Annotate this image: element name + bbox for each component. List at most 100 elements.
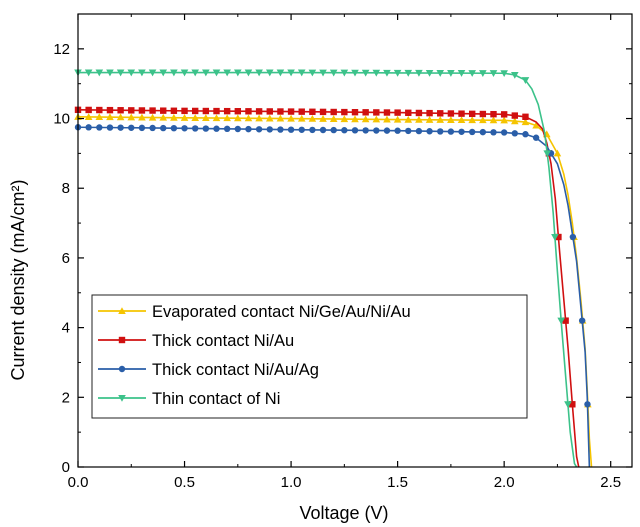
- data-point: [96, 124, 103, 131]
- data-point: [341, 108, 348, 116]
- data-point: [569, 401, 576, 408]
- data-point: [479, 128, 487, 136]
- legend-entry: Thick contact Ni/Au/Ag: [98, 361, 319, 379]
- data-point: [234, 108, 242, 115]
- data-point: [361, 115, 370, 123]
- data-point: [223, 114, 231, 122]
- data-point: [500, 129, 508, 136]
- data-point: [85, 106, 92, 114]
- data-point: [277, 126, 284, 133]
- data-point: [212, 69, 221, 77]
- data-point: [436, 69, 445, 77]
- data-point: [362, 127, 369, 134]
- x-tick-label: 1.0: [281, 474, 302, 491]
- data-point: [557, 317, 565, 325]
- data-point: [500, 111, 508, 118]
- y-tick-label: 4: [62, 320, 70, 337]
- data-point: [330, 108, 337, 116]
- data-point: [287, 126, 295, 133]
- data-point: [404, 69, 413, 77]
- data-point: [532, 134, 540, 141]
- data-point: [341, 127, 348, 134]
- data-point: [309, 108, 316, 115]
- data-point: [287, 69, 295, 77]
- data-point: [202, 125, 210, 132]
- data-point: [351, 69, 359, 77]
- y-axis-title: Current density (mA/cm²): [8, 179, 28, 380]
- x-tick-label: 2.0: [494, 474, 515, 491]
- data-point: [511, 112, 519, 119]
- data-point: [160, 124, 167, 132]
- data-point: [437, 128, 444, 135]
- legend-swatch-marker: [118, 336, 126, 344]
- data-point: [415, 127, 423, 135]
- data-point: [457, 70, 466, 77]
- legend-entry: Evaporated contact Ni/Ge/Au/Ni/Au: [98, 303, 411, 321]
- data-point: [532, 121, 540, 129]
- data-point: [213, 107, 220, 115]
- data-point: [490, 129, 497, 136]
- data-point: [287, 108, 295, 115]
- data-point: [319, 108, 327, 116]
- data-point: [106, 106, 114, 114]
- data-point: [128, 124, 135, 131]
- x-axis-title: Voltage (V): [299, 503, 388, 523]
- data-point: [521, 118, 530, 126]
- data-point: [319, 69, 327, 77]
- data-point: [191, 107, 199, 115]
- data-point: [479, 70, 487, 77]
- data-point: [138, 124, 146, 132]
- data-point: [447, 70, 455, 77]
- data-point: [489, 70, 498, 78]
- data-point: [522, 113, 529, 120]
- data-point: [244, 69, 253, 77]
- data-point: [309, 126, 316, 134]
- data-point: [308, 114, 317, 122]
- data-point: [159, 69, 168, 77]
- data-point: [361, 69, 370, 77]
- data-point: [511, 71, 519, 79]
- data-point: [276, 69, 285, 77]
- data-point: [96, 106, 103, 114]
- series-4: [74, 69, 578, 468]
- data-point: [394, 109, 401, 116]
- data-point: [458, 128, 465, 135]
- data-point: [127, 113, 136, 121]
- data-point: [298, 108, 305, 115]
- data-point: [436, 116, 445, 123]
- data-point: [383, 115, 391, 123]
- data-point: [148, 113, 157, 121]
- data-point: [329, 69, 338, 77]
- data-point: [330, 126, 337, 134]
- axes-layer: 0.0 0.5 1.0 1.5 2.0 2.5 0 2 4 6 8 10 12: [53, 13, 633, 491]
- data-point: [106, 113, 114, 121]
- data-point: [95, 113, 104, 121]
- data-point: [415, 69, 423, 77]
- x-tick-label: 2.5: [600, 474, 621, 491]
- data-point: [351, 108, 359, 116]
- data-point: [266, 126, 273, 133]
- data-point: [511, 130, 519, 137]
- data-point: [340, 69, 349, 77]
- legend-label: Thin contact of Ni: [152, 390, 280, 408]
- data-point: [276, 114, 285, 122]
- data-point: [404, 115, 413, 123]
- data-point: [127, 69, 136, 77]
- data-point: [84, 113, 93, 120]
- data-point: [425, 69, 434, 77]
- data-point: [128, 107, 135, 114]
- data-point: [543, 150, 551, 158]
- data-point: [553, 149, 562, 157]
- data-point: [383, 69, 391, 77]
- data-point: [265, 114, 274, 122]
- data-point: [116, 113, 125, 121]
- data-point: [234, 114, 242, 122]
- data-point: [458, 110, 465, 117]
- data-point: [297, 69, 306, 77]
- data-point: [223, 69, 231, 77]
- data-point: [170, 113, 178, 121]
- data-point: [160, 107, 167, 114]
- data-point: [117, 107, 124, 114]
- legend: Evaporated contact Ni/Ge/Au/Ni/Au Thick c…: [91, 294, 528, 419]
